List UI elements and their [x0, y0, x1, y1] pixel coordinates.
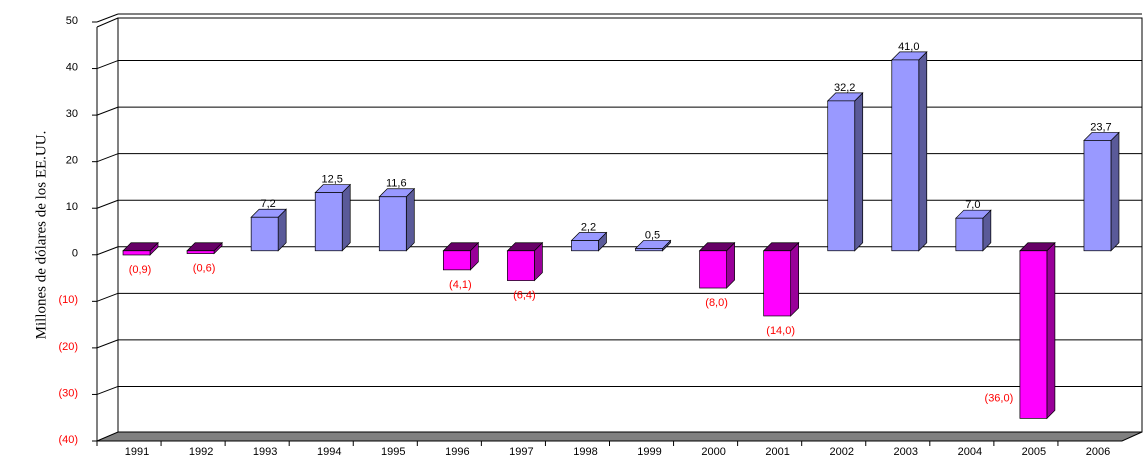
bar — [122, 241, 159, 256]
bar-side — [854, 92, 864, 252]
bar-front — [250, 216, 279, 252]
value-label: (0,6) — [193, 262, 216, 274]
y-tick-label: (40) — [58, 434, 78, 446]
bar-front — [314, 192, 343, 252]
bar-front — [122, 250, 151, 256]
y-tick-label: 50 — [66, 15, 78, 27]
bar — [570, 231, 608, 252]
bar — [698, 241, 736, 289]
value-label: (14,0) — [766, 325, 795, 337]
bar — [378, 187, 416, 252]
x-tick-label: 2006 — [1086, 446, 1110, 458]
x-tick-label: 2001 — [765, 446, 789, 458]
bar-side — [1110, 131, 1120, 252]
grid-line — [96, 13, 119, 23]
y-tick-label: (30) — [58, 387, 78, 399]
bar-front — [635, 248, 663, 252]
wall-edge — [96, 17, 119, 28]
bar — [762, 241, 800, 317]
value-label: 32,2 — [834, 82, 855, 94]
grid-line — [96, 385, 119, 395]
x-tick-label: 1996 — [445, 446, 469, 458]
bar-side — [1046, 241, 1056, 420]
bar-front — [699, 250, 727, 289]
bar-front — [186, 250, 215, 254]
grid-line — [96, 60, 119, 70]
x-tick-label: 2004 — [958, 446, 982, 458]
x-tick-label: 2002 — [829, 446, 853, 458]
bar-front — [827, 100, 856, 252]
grid-line — [96, 153, 119, 163]
x-tick-label: 1997 — [509, 446, 533, 458]
bar — [250, 208, 288, 252]
x-tick-label: 1992 — [189, 446, 213, 458]
bar-front — [891, 59, 920, 252]
grid-line — [96, 199, 119, 209]
value-label: 12,5 — [322, 173, 343, 185]
bar-side — [918, 51, 928, 252]
value-label: (0,9) — [129, 264, 152, 276]
value-label: 7,0 — [965, 199, 980, 211]
value-label: 7,2 — [261, 198, 276, 210]
bar-front — [442, 250, 471, 271]
bar — [506, 241, 544, 282]
y-tick-label: 10 — [66, 201, 78, 213]
y-tick-label: (20) — [58, 341, 78, 353]
x-tick-label: 2005 — [1022, 446, 1046, 458]
bar — [314, 183, 352, 252]
bar-front — [1083, 140, 1112, 252]
bar-front — [763, 250, 792, 317]
y-tick-label: 0 — [72, 248, 78, 260]
x-tick-label: 1999 — [637, 446, 661, 458]
value-label: (6,4) — [513, 289, 536, 301]
bar-side — [405, 187, 415, 252]
bar-side — [790, 241, 800, 317]
value-label: (4,1) — [449, 279, 472, 291]
bar-front — [571, 240, 599, 252]
y-tick-label: (10) — [58, 294, 78, 306]
y-tick-label: 20 — [66, 155, 78, 167]
value-label: 23,7 — [1090, 121, 1111, 133]
floor — [96, 431, 1143, 442]
x-tick-label: 2003 — [894, 446, 918, 458]
bar — [890, 51, 928, 252]
x-tick-label: 2000 — [701, 446, 725, 458]
grid-line — [96, 106, 119, 116]
bar — [1019, 241, 1056, 420]
y-axis-label: Millones de dólares de los EE.UU. — [33, 131, 49, 340]
value-label: 2,2 — [581, 221, 596, 233]
bar — [954, 209, 992, 252]
grid-line — [96, 292, 119, 302]
value-label: 11,6 — [386, 178, 407, 190]
bar — [634, 239, 672, 252]
value-label: (36,0) — [985, 392, 1014, 404]
y-tick-label: 40 — [66, 61, 78, 73]
bar-front — [378, 196, 407, 252]
x-tick-label: 1991 — [125, 446, 149, 458]
value-label: 41,0 — [898, 41, 919, 53]
value-label: 0,5 — [645, 229, 660, 241]
grid-line — [96, 246, 119, 256]
bar — [826, 92, 864, 252]
bar — [1083, 131, 1120, 252]
x-tick-label: 1994 — [317, 446, 341, 458]
bar-front — [507, 250, 535, 281]
x-tick-label: 1998 — [573, 446, 597, 458]
bar-front — [955, 217, 984, 252]
y-tick-label: 30 — [66, 108, 78, 120]
value-label: (8,0) — [705, 297, 728, 309]
bar-side — [341, 183, 351, 252]
grid-line — [96, 339, 119, 349]
bar — [186, 241, 223, 255]
bar-front — [1019, 250, 1048, 419]
x-tick-label: 1993 — [253, 446, 277, 458]
bar — [442, 241, 480, 271]
x-tick-label: 1995 — [381, 446, 405, 458]
